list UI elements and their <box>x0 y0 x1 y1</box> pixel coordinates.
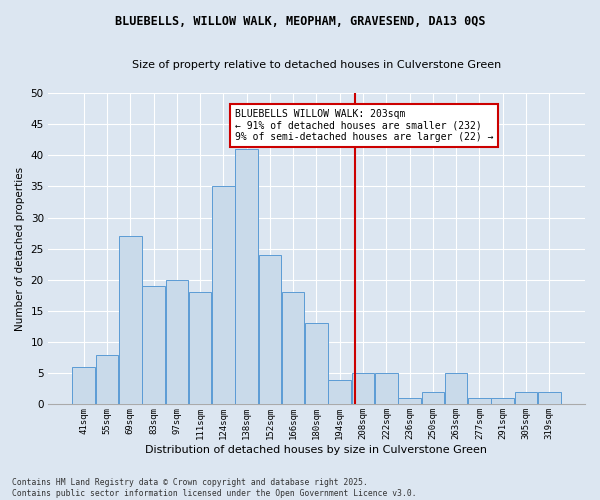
Y-axis label: Number of detached properties: Number of detached properties <box>15 166 25 331</box>
Bar <box>445 374 467 404</box>
Bar <box>305 324 328 404</box>
Bar <box>328 380 351 404</box>
Bar <box>282 292 304 405</box>
Bar <box>491 398 514 404</box>
Bar <box>352 374 374 404</box>
Title: Size of property relative to detached houses in Culverstone Green: Size of property relative to detached ho… <box>132 60 501 70</box>
Text: BLUEBELLS WILLOW WALK: 203sqm
← 91% of detached houses are smaller (232)
9% of s: BLUEBELLS WILLOW WALK: 203sqm ← 91% of d… <box>235 108 494 142</box>
Text: BLUEBELLS, WILLOW WALK, MEOPHAM, GRAVESEND, DA13 0QS: BLUEBELLS, WILLOW WALK, MEOPHAM, GRAVESE… <box>115 15 485 28</box>
Text: Contains HM Land Registry data © Crown copyright and database right 2025.
Contai: Contains HM Land Registry data © Crown c… <box>12 478 416 498</box>
Bar <box>73 367 95 405</box>
Bar <box>189 292 211 405</box>
Bar <box>468 398 491 404</box>
Bar <box>212 186 235 404</box>
Bar <box>538 392 560 404</box>
Bar <box>142 286 165 405</box>
Bar <box>235 149 258 405</box>
Bar <box>95 354 118 405</box>
Bar <box>119 236 142 404</box>
Bar <box>398 398 421 404</box>
Bar <box>375 374 398 404</box>
Bar <box>259 255 281 404</box>
X-axis label: Distribution of detached houses by size in Culverstone Green: Distribution of detached houses by size … <box>145 445 487 455</box>
Bar <box>422 392 444 404</box>
Bar <box>515 392 538 404</box>
Bar <box>166 280 188 404</box>
